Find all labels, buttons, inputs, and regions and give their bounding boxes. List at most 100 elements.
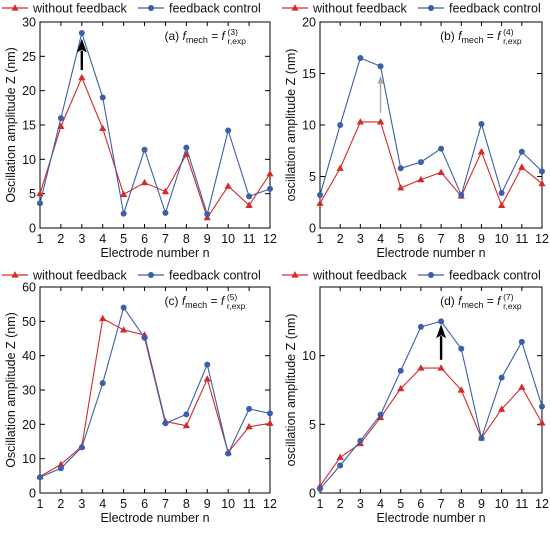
legend-label: without feedback [32,2,128,16]
data-point [246,405,253,412]
data-point [538,179,546,187]
data-point [183,411,190,418]
x-tick-label: 1 [317,497,324,511]
series-line [319,320,543,490]
x-tick-label: 2 [57,497,64,511]
x-tick-label: 11 [515,497,528,511]
data-point [225,450,232,457]
annotation-part: f [222,29,227,43]
y-tick-label: 5 [309,170,316,184]
data-point [120,304,127,311]
annotation-part: f [182,294,187,308]
data-point [267,185,273,192]
series-feedback-control [37,304,273,481]
data-point [357,437,364,444]
annotation-sub: r,exp [228,36,247,46]
x-tick-label: 6 [417,232,424,246]
data-point [120,210,127,217]
x-tick-label: 10 [221,232,235,246]
data-point [458,192,465,199]
annotation-part: f [221,294,226,308]
y-tick-label: 60 [22,281,36,295]
data-point [246,193,253,200]
x-tick-label: 4 [377,497,384,511]
x-tick-label: 7 [438,497,445,511]
x-tick-label: 8 [183,497,190,511]
series-line [319,367,543,487]
data-point [397,367,404,374]
x-tick-label: 6 [141,232,148,246]
x-tick-label: 11 [243,497,256,511]
y-axis-label: oscillation amplitude Z (nm) [284,49,298,202]
x-tick-label: 3 [357,232,364,246]
data-point [37,200,43,207]
x-tick-label: 5 [120,232,127,246]
data-point [356,118,364,125]
annotation-part: = [483,294,497,308]
series-without-feedback [36,314,274,480]
x-axis-label: Electrode number n [376,246,485,260]
data-point [162,209,169,216]
data-point [182,421,190,429]
arrow-head [76,38,87,53]
data-point [245,422,253,430]
data-point [477,147,486,155]
legend-label: without feedback [312,269,408,283]
x-tick-label: 3 [78,232,85,246]
x-tick-label: 10 [221,497,235,511]
annotation-part: mech [461,35,483,45]
legend-label: feedback control [169,2,261,16]
panel-annotation: (d) fmech = f [440,294,502,310]
arrow-head [436,324,447,339]
series-line [39,317,271,477]
data-point [317,192,323,199]
data-point [357,55,364,62]
x-tick-label: 8 [183,232,190,246]
y-tick-label: 40 [22,349,36,363]
series-without-feedback [36,73,274,221]
x-tick-label: 3 [357,497,364,511]
x-tick-label: 12 [535,497,549,511]
x-tick-label: 12 [535,232,549,246]
data-point [336,453,344,460]
y-tick-label: 20 [22,84,36,98]
annotation-sub: r,exp [503,36,522,46]
panel-annotation: (c) fmech = f [165,294,226,310]
series-feedback-control [317,55,545,199]
y-axis-label: oscillation amplitude Z (nm) [284,314,298,467]
data-point [99,124,107,132]
y-tick-label: 10 [302,349,316,363]
data-point [267,410,273,417]
data-point [57,115,64,122]
annotation-sup: (5) [227,292,238,302]
annotation-part: mech [461,300,483,310]
data-point [161,187,170,195]
y-tick-label: 5 [29,187,36,201]
data-point [377,411,384,418]
data-point [120,190,128,197]
x-tick-label: 10 [495,232,509,246]
data-point [518,163,526,170]
plot-frame [319,286,543,494]
y-axis-label: Oscillation amplitude Z (nm) [4,47,18,203]
series-without-feedback [316,118,546,208]
x-tick-label: 12 [263,232,277,246]
x-tick-label: 6 [141,497,148,511]
plot-frame [39,286,271,494]
data-point [162,420,169,427]
annotation-sub: r,exp [227,301,246,311]
series-line [39,76,271,219]
x-axis-label: Electrode number n [376,511,485,525]
y-tick-label: 0 [29,222,36,236]
data-point [182,150,190,158]
y-tick-label: 30 [22,16,36,30]
y-tick-label: 25 [22,50,36,64]
data-point [78,73,86,81]
annotation-part: mech [185,300,207,310]
data-point [120,326,128,333]
data-point [141,146,148,153]
legend-marker [148,5,154,11]
annotation-part: f [458,294,463,308]
